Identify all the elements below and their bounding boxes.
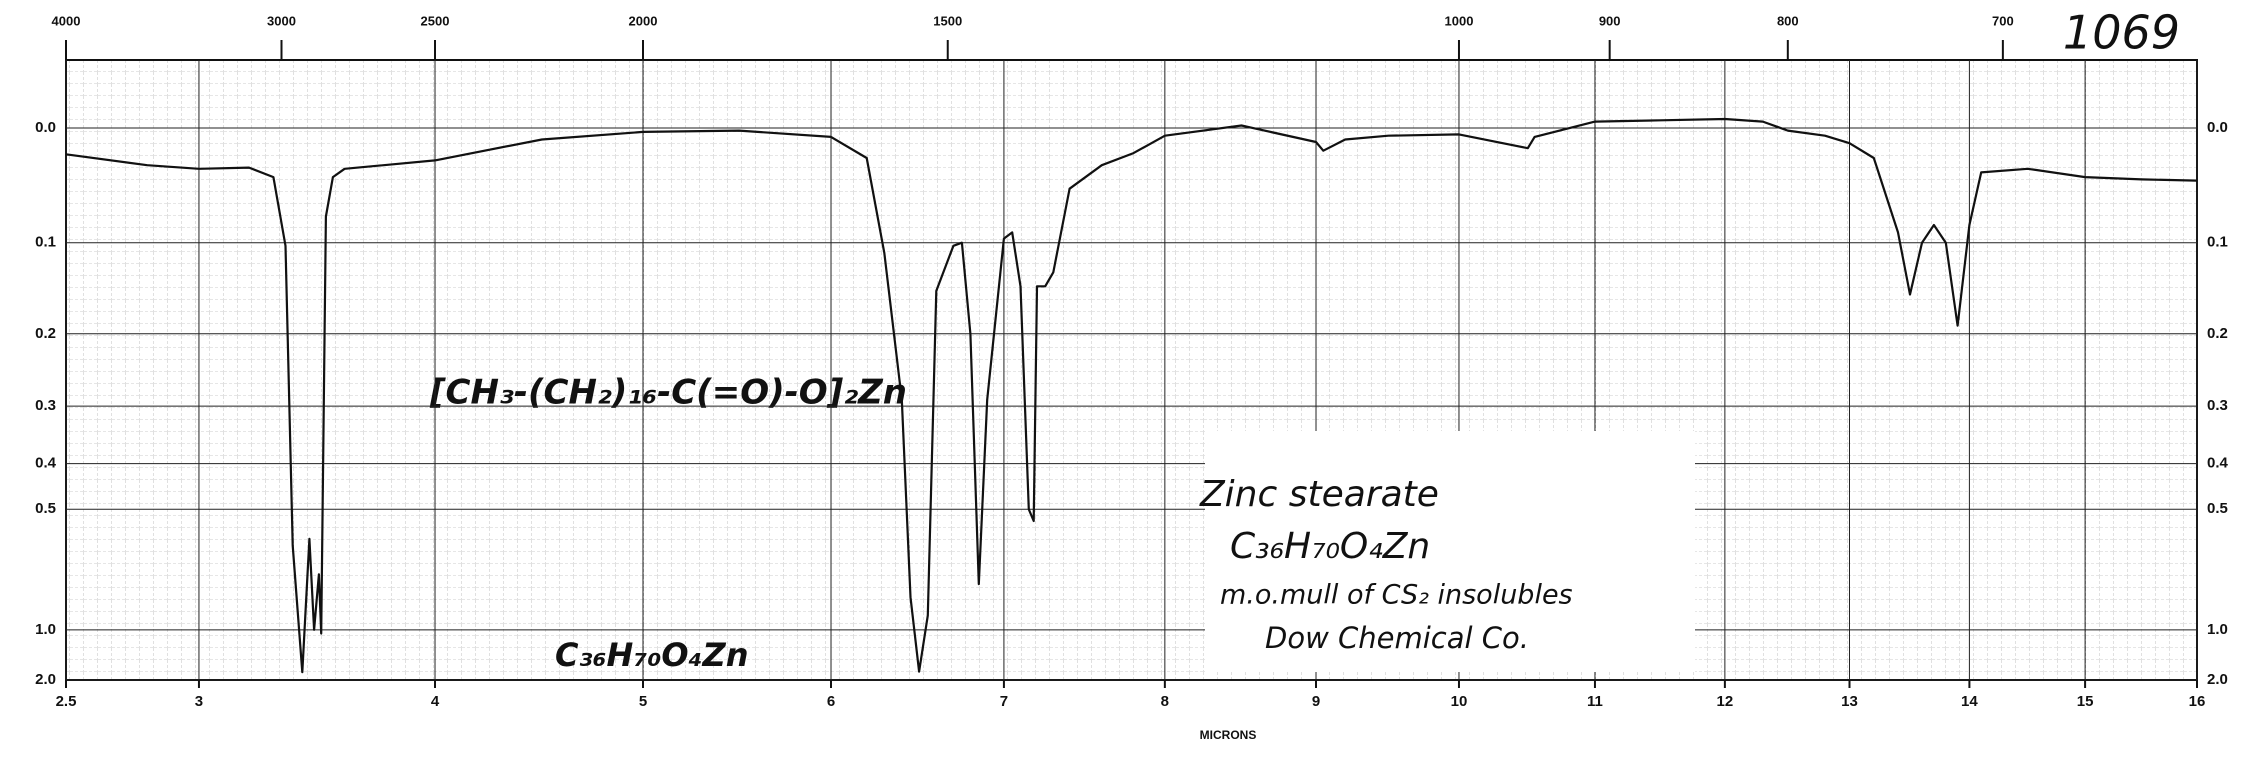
x-tick-label: 15 — [2077, 693, 2094, 710]
y-tick-label: 0.1 — [35, 234, 56, 251]
x-tick-label: 8 — [1161, 693, 1169, 710]
x-tick-label: 7 — [1000, 693, 1008, 710]
x-tick-label: 9 — [1312, 693, 1320, 710]
sheet-number: 1069 — [2063, 6, 2180, 60]
x-tick-label: 13 — [1841, 693, 1858, 710]
spectrum-line — [65, 117, 2198, 674]
y-tick-label: 0.4 — [2207, 455, 2229, 472]
y-tick-label: 0.3 — [35, 397, 56, 414]
x2-tick-label: 3000 — [267, 13, 296, 28]
x-tick-label: 4 — [431, 693, 440, 710]
y-tick-label: 0.5 — [35, 500, 56, 517]
y-tick-label: 0.2 — [2207, 325, 2228, 342]
y-tick-label: 0.5 — [2207, 500, 2228, 517]
compound-name: Zinc stearate — [1199, 474, 1439, 515]
y-tick-label: 2.0 — [35, 671, 56, 688]
y-tick-label: 0.1 — [2207, 234, 2228, 251]
x-tick-label: 14 — [1961, 693, 1978, 710]
x-tick-label: 2.5 — [56, 693, 77, 710]
x-tick-label: 11 — [1587, 693, 1603, 710]
label-box — [1205, 431, 1695, 672]
y-tick-label: 1.0 — [2207, 621, 2228, 638]
x-axis-label: MICRONS — [1200, 728, 1257, 742]
x-tick-label: 10 — [1451, 693, 1468, 710]
y-tick-label: 1.0 — [35, 621, 56, 638]
x2-tick-label: 1000 — [1445, 13, 1474, 28]
y-tick-label: 0.4 — [35, 455, 57, 472]
y-tick-label: 2.0 — [2207, 671, 2228, 688]
x2-tick-label: 800 — [1777, 13, 1799, 28]
x2-tick-label: 1500 — [933, 13, 962, 28]
y-tick-label: 0.0 — [2207, 119, 2228, 136]
formula-label: C₃₆H₇₀O₄Zn — [555, 636, 749, 674]
compound-formula: C₃₆H₇₀O₄Zn — [1230, 526, 1430, 567]
y-tick-label: 0.2 — [35, 325, 56, 342]
x2-tick-label: 2000 — [629, 13, 658, 28]
sample-source: Dow Chemical Co. — [1265, 621, 1529, 655]
y-tick-label: 0.3 — [2207, 397, 2228, 414]
x2-tick-label: 700 — [1992, 13, 2014, 28]
sample-method: m.o.mull of CS₂ insolubles — [1220, 580, 1573, 611]
x-tick-label: 5 — [639, 693, 647, 710]
graph-paper — [66, 60, 2197, 680]
x2-tick-label: 4000 — [52, 13, 81, 28]
x-tick-label: 6 — [827, 693, 835, 710]
x2-tick-label: 900 — [1599, 13, 1621, 28]
x-tick-label: 3 — [195, 693, 203, 710]
x-tick-label: 12 — [1717, 693, 1734, 710]
x-tick-label: 16 — [2189, 693, 2206, 710]
x2-tick-label: 2500 — [421, 13, 450, 28]
y-tick-label: 0.0 — [35, 119, 56, 136]
